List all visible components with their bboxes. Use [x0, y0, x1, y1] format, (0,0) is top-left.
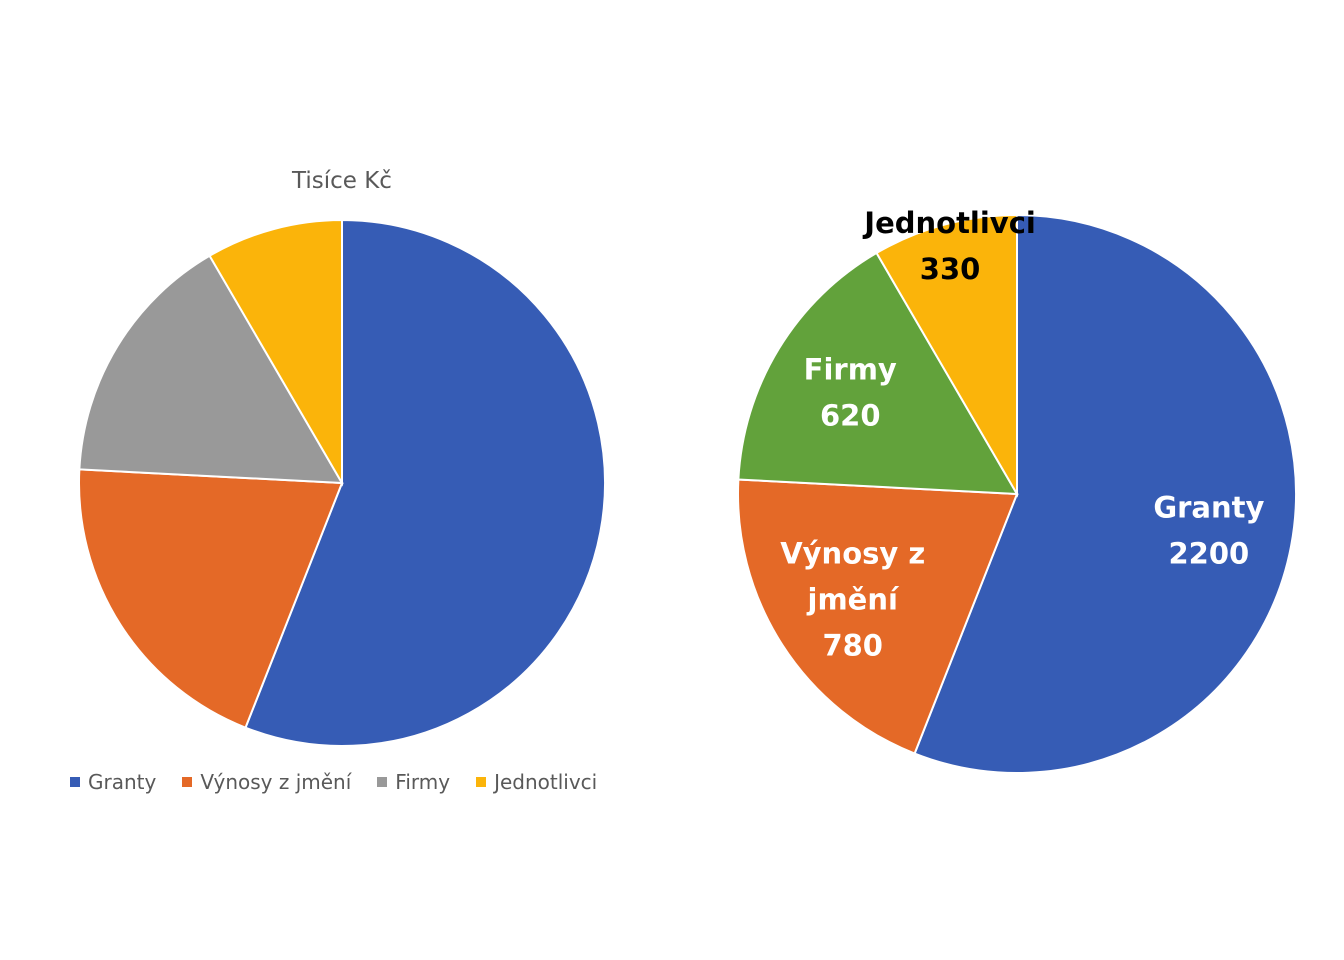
data-label-granty: Granty 2200 [1153, 490, 1264, 570]
data-label-firmy: Firmy 620 [804, 352, 897, 432]
legend-swatch [476, 777, 487, 787]
pie-slice-vynosy-z-jmeni [78, 468, 344, 729]
legend-item-firmy: Firmy [377, 770, 450, 794]
pie-slice-granty [913, 213, 1297, 774]
pie-chart-right: Granty 2200 Výnosy z jmění 780 Firmy 620 Jednot… [737, 206, 1297, 774]
pie-slice-firmy [737, 251, 1019, 496]
legend-label: Firmy [395, 770, 451, 794]
data-label-jednotlivci: Jednotlivci 330 [862, 206, 1036, 286]
legend-swatch [182, 777, 193, 787]
pie-chart-left [78, 218, 606, 747]
chart-title: Tisíce Kč [292, 168, 392, 194]
pie-slice-granty [244, 218, 606, 747]
legend-swatch [377, 777, 388, 787]
pie-slice-jednotlivci [875, 213, 1018, 498]
data-label-vynosy-z-jmeni: Výnosy z jmění 780 [780, 537, 925, 663]
legend-item-granty: Granty [70, 770, 156, 794]
legend-label: Jednotlivci [494, 770, 598, 794]
legend-item-jednotlivci: Jednotlivci [476, 770, 597, 794]
legend-label: Granty [88, 770, 157, 794]
legend: Granty Výnosy z jmění Firmy Jednotlivci [70, 770, 670, 794]
legend-item-vynosy-z-jmeni: Výnosy z jmění [182, 770, 351, 794]
pie-slice-vynosy-z-jmeni [737, 478, 1019, 755]
legend-label: Výnosy z jmění [200, 770, 352, 794]
pie-slice-jednotlivci [208, 218, 343, 487]
pie-slice-firmy [78, 254, 344, 485]
legend-swatch [70, 777, 80, 787]
